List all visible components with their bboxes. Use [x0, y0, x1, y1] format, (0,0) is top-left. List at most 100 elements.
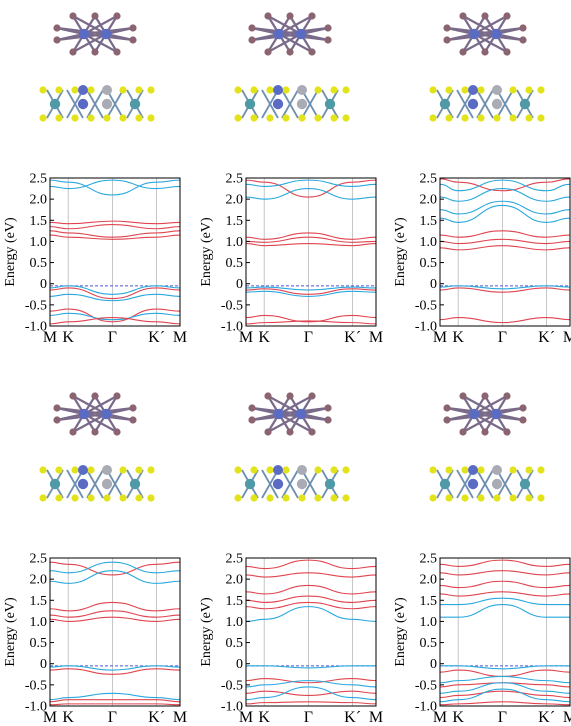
metal-atom	[468, 85, 478, 95]
band-line-red	[440, 682, 570, 688]
metal-atom	[77, 478, 89, 490]
sulfur-atom	[525, 114, 533, 122]
band-line-red	[440, 669, 570, 677]
bond	[66, 103, 76, 119]
band-line-red	[50, 703, 180, 706]
bond	[464, 103, 474, 119]
atom	[308, 428, 316, 436]
atom	[286, 12, 294, 20]
y-tick-label: 1.0	[226, 235, 244, 250]
y-tick-label: 1.0	[30, 235, 48, 250]
sulfur-atom	[282, 494, 290, 502]
sulfur-atom	[71, 494, 79, 502]
y-tick-label: 2.0	[420, 193, 438, 208]
band-line-red	[440, 570, 570, 576]
sulfur-atom	[537, 466, 545, 474]
y-tick-label: -0.5	[415, 678, 437, 693]
y-tick-label: -0.5	[221, 678, 243, 693]
band-line-red	[440, 287, 570, 293]
sulfur-atom	[234, 466, 242, 474]
band-line-blue	[440, 665, 570, 670]
side-view-structure-icon	[234, 465, 350, 502]
atom	[69, 48, 77, 56]
y-tick-label: -1.0	[221, 320, 243, 335]
y-tick-label: 0.5	[226, 256, 244, 271]
sulfur-atom	[461, 494, 469, 502]
atom	[129, 36, 137, 44]
sulfur-atom	[266, 114, 274, 122]
atom	[443, 36, 451, 44]
sulfur-atom	[537, 494, 545, 502]
band-line-blue	[50, 561, 180, 574]
sulfur-atom	[282, 466, 290, 474]
sulfur-atom	[477, 114, 485, 122]
y-tick-label: 2.5	[30, 552, 48, 567]
side-view-structure-icon	[429, 465, 545, 502]
band-line-blue	[50, 293, 180, 302]
bond	[94, 89, 104, 105]
y-tick-label: 0	[430, 657, 437, 672]
sulfur-atom	[135, 86, 143, 94]
sulfur-atom	[477, 86, 485, 94]
sulfur-atom	[461, 114, 469, 122]
y-tick-label: -0.5	[25, 298, 47, 313]
atom	[324, 24, 332, 32]
y-axis-label: Energy (eV)	[393, 597, 408, 667]
sulfur-atom	[55, 86, 63, 94]
atom	[91, 392, 99, 400]
plot-frame	[439, 177, 571, 327]
sulfur-atom	[55, 114, 63, 122]
sulfur-atom	[509, 466, 517, 474]
y-tick-label: 0.5	[420, 636, 438, 651]
kpoint-label: K´	[148, 329, 165, 346]
y-tick-label: 2.5	[420, 172, 438, 187]
sulfur-atom	[147, 86, 155, 94]
atom	[53, 416, 61, 424]
y-axis-label: Energy (eV)	[199, 217, 214, 287]
kpoint-label: K	[62, 709, 74, 726]
metal-atom	[100, 408, 112, 420]
metal-atom	[78, 408, 90, 420]
y-tick-label: 0	[236, 657, 243, 672]
y-tick-label: -1.0	[25, 700, 47, 715]
metal-atom	[100, 28, 112, 40]
band-line-blue	[50, 665, 180, 671]
metal-atom	[273, 465, 283, 475]
atom	[113, 48, 121, 56]
metal-atom	[468, 28, 480, 40]
y-tick-label: 2.0	[420, 573, 438, 588]
band-line-red	[246, 242, 376, 247]
y-tick-label: 1.5	[30, 594, 48, 609]
bond	[484, 469, 494, 485]
sulfur-atom	[477, 466, 485, 474]
sulfur-atom	[445, 114, 453, 122]
metal-atom	[244, 98, 256, 110]
band-line-blue	[246, 290, 376, 297]
sulfur-atom	[39, 466, 47, 474]
sulfur-atom	[342, 466, 350, 474]
band-line-red	[440, 701, 570, 706]
atom	[324, 416, 332, 424]
sulfur-atom	[250, 494, 258, 502]
sulfur-atom	[537, 114, 545, 122]
band-line-red	[246, 572, 376, 578]
metal-atom	[101, 478, 113, 490]
metal-atom	[324, 98, 336, 110]
kpoint-label: Γ	[108, 709, 117, 726]
metal-atom	[78, 28, 90, 40]
y-tick-label: 0	[236, 277, 243, 292]
atom	[503, 12, 511, 20]
kpoint-label: M	[369, 709, 383, 726]
atom	[53, 404, 61, 412]
band-line-red	[246, 584, 376, 595]
atom	[308, 12, 316, 20]
sulfur-atom	[493, 494, 501, 502]
sulfur-atom	[509, 494, 517, 502]
y-tick-label: 1.5	[30, 214, 48, 229]
band-line-blue	[440, 179, 570, 192]
y-tick-label: 2.0	[226, 573, 244, 588]
metal-atom	[491, 478, 503, 490]
sulfur-atom	[429, 114, 437, 122]
sulfur-atom	[429, 494, 437, 502]
